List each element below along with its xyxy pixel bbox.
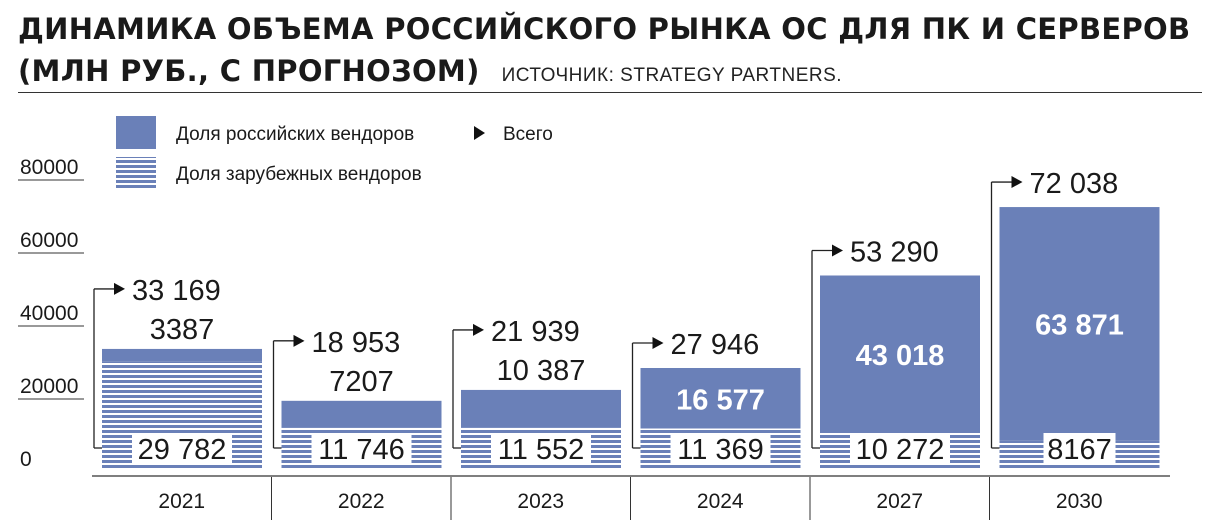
legend-swatch-russian	[116, 116, 156, 149]
x-category-label: 2027	[876, 490, 923, 513]
legend-label-total: Всего	[503, 124, 553, 145]
total-arrow	[1011, 176, 1023, 189]
foreign-label-box	[850, 433, 950, 463]
foreign-value-label: 8167	[1047, 434, 1112, 466]
x-category-label: 2021	[158, 490, 205, 513]
foreign-value-label: 11 369	[677, 434, 764, 466]
foreign-value-label: 11 746	[318, 434, 405, 466]
foreign-value-label: 10 272	[856, 434, 945, 466]
russian-value-label: 3387	[150, 314, 215, 346]
foreign-label-box	[1043, 433, 1116, 463]
x-category-label: 2024	[697, 490, 744, 513]
bar-russian	[640, 367, 801, 429]
bar-russian	[461, 389, 621, 428]
legend-label-russian: Доля российских вендоров	[176, 124, 414, 145]
foreign-label-box	[132, 433, 232, 463]
y-tick-label: 60000	[20, 229, 78, 252]
total-value-label: 27 946	[671, 329, 760, 361]
total-arrow	[114, 282, 125, 295]
bar-russian	[102, 348, 262, 362]
total-arrow	[832, 244, 843, 257]
foreign-label-box	[491, 433, 591, 463]
bar-russian	[820, 275, 980, 433]
legend-label-foreign: Доля зарубежных вендоров	[176, 164, 422, 185]
total-value-label: 21 939	[491, 316, 580, 348]
title-line-2-text: (МЛН РУБ., С ПРОГНОЗОМ)	[18, 54, 480, 88]
russian-value-label: 63 871	[1035, 310, 1124, 342]
total-value-label: 53 290	[850, 236, 939, 268]
total-value-label: 18 953	[312, 327, 401, 359]
foreign-value-label: 11 552	[498, 434, 585, 466]
y-tick-label: 0	[20, 448, 32, 471]
x-category-label: 2023	[517, 490, 564, 513]
total-arrow	[473, 323, 484, 336]
foreign-value-label: 29 782	[138, 434, 227, 466]
russian-value-label: 10 387	[497, 355, 586, 387]
source-note: ИСТОЧНИК: STRATEGY PARTNERS.	[501, 65, 843, 86]
header-divider	[18, 92, 1202, 93]
russian-value-label: 16 577	[676, 384, 765, 416]
x-category-label: 2022	[338, 490, 385, 513]
title-line-2: (МЛН РУБ., С ПРОГНОЗОМ) ИСТОЧНИК: STRATEG…	[18, 50, 1190, 97]
total-value-label: 33 169	[132, 275, 221, 307]
title-line-1: ДИНАМИКА ОБЪЕМА РОССИЙСКОГО РЫНКА ОС ДЛЯ…	[18, 12, 1191, 46]
foreign-label-box	[311, 433, 412, 463]
total-arrow	[293, 334, 305, 347]
legend-arrow-total	[474, 126, 485, 140]
bar-russian	[999, 207, 1160, 441]
foreign-label-box	[670, 433, 771, 463]
total-arrow	[652, 336, 664, 349]
russian-value-label: 7207	[329, 366, 394, 398]
y-tick-label: 80000	[20, 156, 78, 179]
total-value-label: 72 038	[1030, 168, 1119, 200]
x-category-label: 2030	[1056, 490, 1103, 513]
russian-value-label: 43 018	[856, 340, 945, 372]
legend-swatch-foreign	[116, 157, 156, 188]
chart-title: ДИНАМИКА ОБЪЕМА РОССИЙСКОГО РЫНКА ОС ДЛЯ…	[18, 8, 1190, 97]
bar-russian	[281, 400, 442, 428]
y-tick-label: 40000	[20, 302, 78, 325]
y-tick-label: 20000	[20, 375, 78, 398]
